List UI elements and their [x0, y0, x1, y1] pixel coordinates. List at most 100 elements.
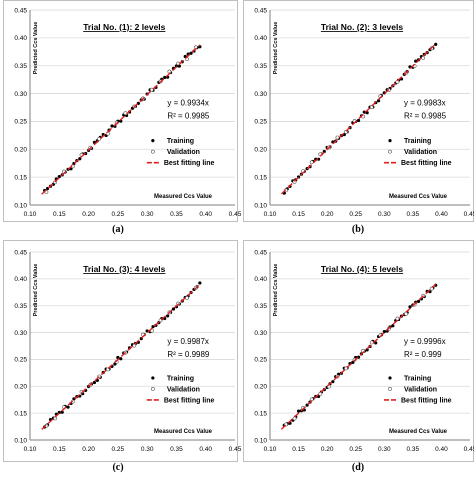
y-tick-label: 0.20	[14, 147, 27, 154]
x-tick-label: 0.25	[349, 211, 362, 218]
training-point	[110, 124, 113, 127]
validation-point	[422, 56, 425, 59]
validation-point	[133, 344, 136, 347]
y-tick-label: 0.45	[254, 7, 267, 14]
x-tick-label: 0.25	[112, 211, 125, 218]
panel-title: Trial No. (2): 3 levels	[321, 22, 403, 32]
training-point	[66, 405, 69, 408]
legend-validation-label: Validation	[167, 386, 200, 393]
training-point	[414, 60, 417, 63]
panel-label: (d)	[352, 462, 364, 473]
legend-fit-label: Best fitting line	[164, 397, 215, 404]
x-tick-label: 0.45	[229, 446, 242, 453]
legend-validation-marker	[388, 387, 391, 390]
y-axis-label: Predicted Ccs Value	[273, 22, 279, 75]
x-tick-label: 0.30	[378, 446, 391, 453]
y-tick-label: 0.30	[254, 91, 267, 98]
x-tick-label: 0.10	[264, 211, 277, 218]
x-tick-label: 0.10	[264, 446, 277, 453]
validation-point	[404, 312, 407, 315]
y-tick-label: 0.35	[254, 303, 267, 310]
validation-point	[293, 417, 296, 420]
legend-fit-label: Best fitting line	[164, 160, 215, 167]
x-tick-label: 0.30	[378, 211, 391, 218]
r-squared: R² = 0.9985	[404, 112, 447, 121]
y-tick-label: 0.40	[14, 276, 27, 283]
legend-training-label: Training	[167, 138, 194, 145]
x-tick-label: 0.40	[435, 446, 448, 453]
y-tick-label: 0.15	[14, 174, 27, 181]
y-tick-label: 0.10	[14, 437, 27, 444]
legend-training-label: Training	[404, 138, 431, 145]
y-axis-label: Predicted Ccs Value	[273, 264, 279, 317]
training-point	[391, 324, 394, 327]
x-tick-label: 0.20	[82, 446, 95, 453]
r-squared: R² = 0.999	[404, 350, 442, 359]
r-squared: R² = 0.9985	[167, 112, 210, 121]
legend-training-label: Training	[404, 375, 431, 382]
x-tick-label: 0.45	[464, 211, 474, 218]
y-tick-label: 0.25	[254, 357, 267, 364]
y-tick-label: 0.25	[14, 357, 27, 364]
training-point	[198, 281, 201, 284]
legend-training-marker	[151, 139, 154, 142]
y-tick-label: 0.35	[254, 63, 267, 70]
x-tick-label: 0.25	[112, 446, 125, 453]
y-tick-label: 0.30	[254, 330, 267, 337]
training-point	[166, 314, 169, 317]
y-tick-label: 0.40	[254, 35, 267, 42]
panel-label: (b)	[352, 224, 364, 235]
legend-fit-label: Best fitting line	[401, 160, 452, 167]
x-axis-label: Measured Ccs Value	[154, 194, 213, 200]
legend-validation-marker	[388, 150, 391, 153]
legend-training-marker	[388, 376, 391, 379]
legend-fit-label: Best fitting line	[401, 397, 452, 404]
y-tick-label: 0.45	[254, 249, 267, 256]
y-tick-label: 0.10	[254, 202, 267, 209]
x-tick-label: 0.10	[24, 211, 37, 218]
y-tick-label: 0.15	[254, 410, 267, 417]
legend-validation-label: Validation	[404, 149, 437, 156]
y-tick-label: 0.25	[254, 119, 267, 126]
y-tick-label: 0.45	[14, 7, 27, 14]
y-tick-label: 0.45	[14, 249, 27, 256]
y-tick-label: 0.10	[254, 437, 267, 444]
x-tick-label: 0.40	[435, 211, 448, 218]
r-squared: R² = 0.9989	[167, 350, 210, 359]
validation-point	[319, 392, 322, 395]
legend-validation-marker	[151, 150, 154, 153]
x-tick-label: 0.45	[229, 211, 242, 218]
validation-point	[396, 317, 399, 320]
fit-equation: y = 0.9996x	[404, 337, 446, 346]
x-tick-label: 0.30	[141, 211, 154, 218]
x-tick-label: 0.35	[170, 446, 183, 453]
x-tick-label: 0.10	[24, 446, 37, 453]
validation-point	[98, 137, 101, 140]
fit-equation: y = 0.9934x	[167, 99, 209, 108]
x-tick-label: 0.35	[407, 211, 420, 218]
x-tick-label: 0.30	[141, 446, 154, 453]
fit-equation: y = 0.9983x	[404, 99, 446, 108]
y-tick-label: 0.10	[14, 202, 27, 209]
x-tick-label: 0.35	[407, 446, 420, 453]
training-point	[119, 357, 122, 360]
training-point	[58, 175, 61, 178]
panel-d: 0.100.150.200.250.300.350.400.450.100.15…	[244, 241, 474, 474]
x-tick-label: 0.15	[53, 446, 66, 453]
x-tick-label: 0.15	[292, 211, 305, 218]
y-tick-label: 0.35	[14, 303, 27, 310]
legend-validation-label: Validation	[167, 149, 200, 156]
panel-title: Trial No. (3): 4 levels	[83, 264, 165, 274]
x-tick-label: 0.40	[199, 446, 212, 453]
training-point	[357, 119, 360, 122]
x-tick-label: 0.35	[170, 211, 183, 218]
legend-validation-marker	[151, 387, 154, 390]
training-point	[93, 381, 96, 384]
panel-title: Trial No. (4): 5 levels	[321, 264, 403, 274]
validation-point	[310, 161, 313, 164]
x-tick-label: 0.25	[349, 446, 362, 453]
